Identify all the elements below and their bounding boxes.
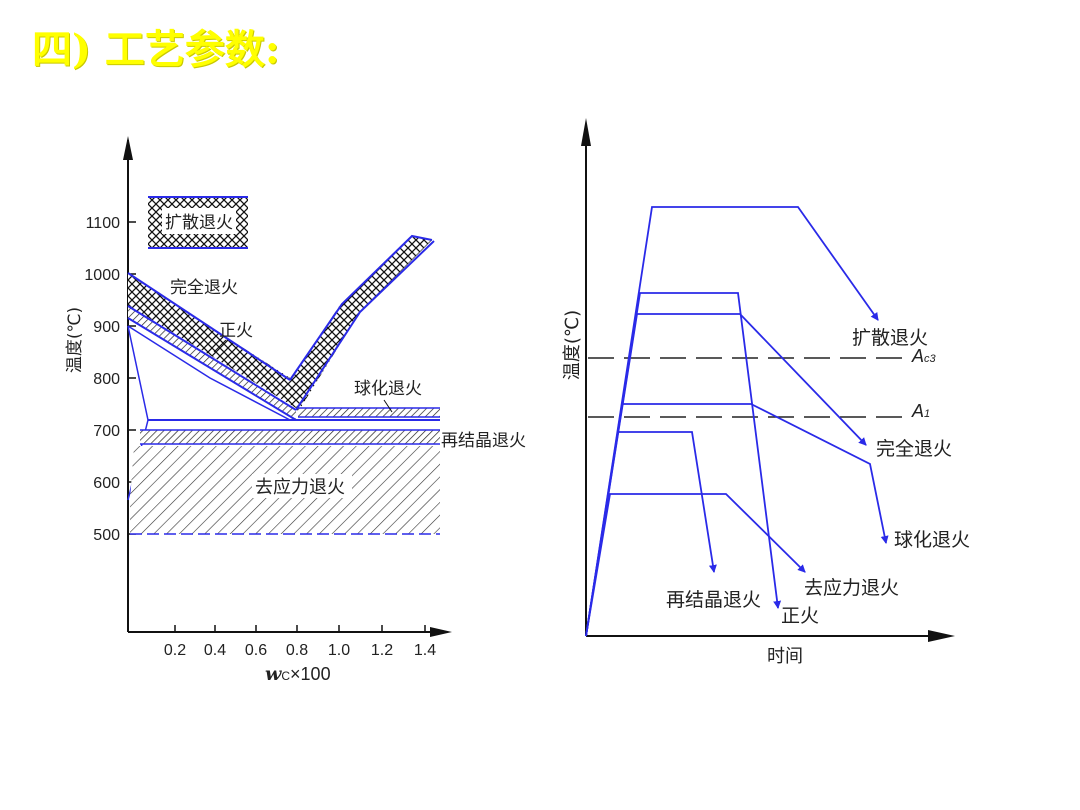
recrystallize-curve-label: 再结晶退火 xyxy=(666,589,761,611)
x-tick-label: 1.2 xyxy=(371,642,393,659)
left-x-axis-arrow xyxy=(430,627,452,637)
recrystallize-curve xyxy=(585,431,717,637)
y-tick-label: 800 xyxy=(93,371,120,388)
left-y-axis-label: 温度(℃) xyxy=(65,307,85,373)
x-tick-label: 0.8 xyxy=(286,642,308,659)
a1-label: A1 xyxy=(911,401,930,421)
ac3-label: Ac3 xyxy=(911,346,937,366)
x-tick-label: 1.0 xyxy=(328,642,350,659)
y-tick-label: 900 xyxy=(93,319,120,336)
stress-relief-label: 去应力退火 xyxy=(255,477,345,498)
recrystallize-band xyxy=(140,430,440,444)
normalize-label: 正火 xyxy=(219,321,253,341)
right-x-axis-arrow xyxy=(928,630,955,642)
recrystallize-label: 再结晶退火 xyxy=(441,431,526,451)
spheroidize-band xyxy=(298,408,440,417)
stress-relief-curve-label: 去应力退火 xyxy=(804,577,899,599)
y-tick-label: 700 xyxy=(93,423,120,440)
right-y-axis-arrow xyxy=(581,118,591,146)
x-tick-label: 1.4 xyxy=(414,642,436,659)
right-diagram: 温度(℃) 时间 Ac3 A1 扩散退火 完全退火 球化退火 去应力退火 再结晶… xyxy=(562,118,970,667)
left-y-ticks: 1100 1000 900 800 700 600 500 xyxy=(84,215,136,544)
x-tick-label: 0.2 xyxy=(164,642,186,659)
normalize-band xyxy=(128,306,296,420)
slide-title: 四) 工艺参数: xyxy=(32,26,280,73)
left-x-ticks: 0.2 0.4 0.6 0.8 1.0 1.2 1.4 xyxy=(164,625,436,659)
spheroidize-curve-label: 球化退火 xyxy=(894,529,970,551)
left-diagram: 1100 1000 900 800 700 600 500 0.2 0.4 0.… xyxy=(65,136,526,685)
x-tick-label: 0.6 xyxy=(245,642,267,659)
y-tick-label: 500 xyxy=(93,527,120,544)
left-x-axis-label: wC×100 xyxy=(265,663,331,685)
full-anneal-label: 完全退火 xyxy=(170,278,238,298)
diffusion-anneal-label: 扩散退火 xyxy=(165,213,233,233)
left-y-axis-arrow xyxy=(123,136,133,160)
y-tick-label: 1100 xyxy=(86,215,121,232)
y-tick-label: 600 xyxy=(93,475,120,492)
diffusion-anneal-curve xyxy=(585,206,879,637)
y-tick-label: 1000 xyxy=(84,267,120,284)
diffusion-anneal-curve-label: 扩散退火 xyxy=(852,327,928,349)
spheroidize-label: 球化退火 xyxy=(354,379,422,399)
x-tick-label: 0.4 xyxy=(204,642,226,659)
stress-relief-curve xyxy=(585,493,806,637)
normalize-curve-label: 正火 xyxy=(781,605,819,627)
right-y-axis-label: 温度(℃) xyxy=(562,310,583,380)
full-anneal-curve-label: 完全退火 xyxy=(876,438,952,460)
full-anneal-band-upper xyxy=(290,236,432,412)
normalize-curve xyxy=(585,292,782,637)
right-x-axis-label: 时间 xyxy=(767,646,803,667)
